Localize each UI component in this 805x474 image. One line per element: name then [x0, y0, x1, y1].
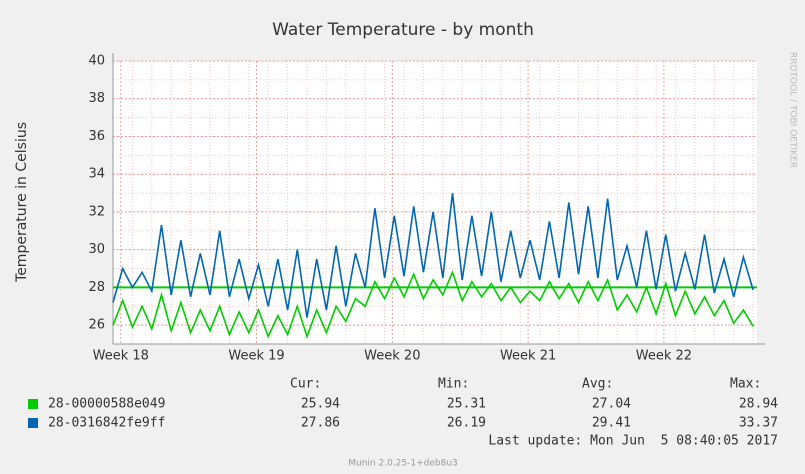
stat-value: 29.41 — [592, 416, 631, 431]
legend-label: 28-0316842fe9ff — [48, 416, 165, 431]
y-tick-label: 26 — [88, 318, 105, 333]
y-tick-label: 34 — [88, 167, 105, 182]
series-line — [112, 270, 754, 339]
last-update: Last update: Mon Jun 5 08:40:05 2017 — [488, 434, 778, 449]
grid: 26 28 30 32 34 36 38 40 Week 18 Week 19 Week 20 Wee… — [88, 53, 765, 364]
legend-label: 28-00000588e049 — [48, 397, 165, 412]
stat-value: 26.19 — [447, 416, 486, 431]
stat-header: Min: — [438, 377, 469, 392]
legend-swatch — [28, 399, 38, 409]
x-tick-label: Week 21 — [500, 349, 556, 364]
x-tick-label: Week 19 — [228, 349, 284, 364]
y-tick-label: 40 — [88, 54, 105, 69]
chart-title: Water Temperature - by month — [272, 20, 534, 40]
series-line — [112, 193, 754, 318]
x-tick-label: Week 18 — [93, 349, 149, 364]
stat-value: 27.86 — [301, 416, 340, 431]
stat-value: 25.94 — [301, 397, 340, 412]
y-tick-label: 38 — [88, 91, 105, 106]
stat-header: Cur: — [290, 377, 321, 392]
legend: Cur: Min: Avg: Max: 28-00000588e049 25.94 25.3… — [28, 377, 778, 431]
y-tick-label: 32 — [88, 204, 105, 219]
y-axis-label: Temperature in Celsius — [14, 122, 30, 283]
y-tick-label: 28 — [88, 280, 105, 295]
x-tick-label: Week 22 — [636, 349, 692, 364]
stat-value: 25.31 — [447, 397, 486, 412]
y-tick-label: 30 — [88, 242, 105, 257]
marks — [112, 193, 757, 339]
stat-header: Avg: — [582, 377, 613, 392]
x-tick-label: Week 20 — [364, 349, 420, 364]
stat-value: 28.94 — [739, 397, 778, 412]
stat-header: Max: — [730, 377, 761, 392]
legend-swatch — [28, 418, 38, 428]
y-tick-label: 36 — [88, 129, 105, 144]
side-label: RRDTOOL / TOBI OETIKER — [788, 52, 798, 168]
footer: Munin 2.0.25-1+deb8u3 — [348, 459, 458, 469]
stat-value: 27.04 — [592, 397, 631, 412]
stat-value: 33.37 — [739, 416, 778, 431]
